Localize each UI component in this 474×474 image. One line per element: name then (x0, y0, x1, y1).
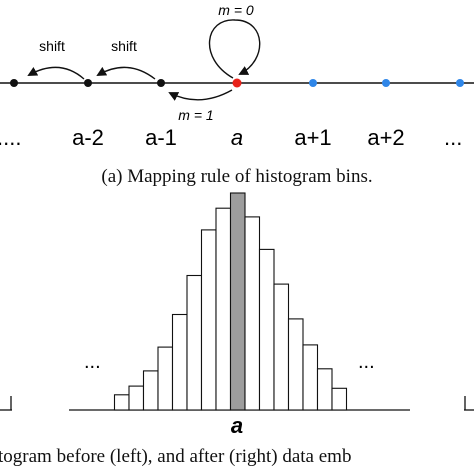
histogram-bar (186, 274, 203, 411)
bin-dot-a-1 (157, 79, 165, 87)
histogram-bar-peak (229, 192, 246, 411)
bin-label-a-1: a-1 (145, 125, 177, 150)
ellipsis-left: .... (0, 125, 21, 150)
bin-dot-a+1 (309, 79, 317, 87)
bin-label-a: a (231, 125, 243, 150)
ellipsis-right: ... (444, 125, 462, 150)
m0-label: m = 0 (218, 2, 254, 18)
histogram-bar (287, 318, 304, 411)
bin-dot-a (232, 78, 242, 88)
histogram-bar (157, 346, 174, 411)
histogram-bar (302, 344, 319, 411)
histogram-bar (200, 229, 217, 411)
bin-dot-a-3 (10, 79, 18, 87)
bin-dot-a+2 (382, 79, 390, 87)
histogram-bars (113, 192, 348, 411)
bin-dot-a-2 (84, 79, 92, 87)
histogram: ... ... a (0, 192, 474, 438)
histogram-bar (316, 368, 333, 411)
histogram-bar (258, 248, 275, 411)
histogram-bar (244, 216, 261, 411)
shift-label-1: shift (39, 38, 65, 54)
hist-ellipsis-right: ... (358, 351, 375, 373)
histogram-bar (113, 394, 130, 411)
shift-arrow-1 (27, 66, 85, 80)
histogram-bar (273, 283, 290, 411)
mapping-diagram: shift shift m = 0 m = 1 .... a-2 a-1 a a… (0, 2, 474, 150)
shift-arrow-2 (96, 66, 156, 80)
caption-b: togram before (left), and after (right) … (0, 446, 352, 467)
caption-a: (a) Mapping rule of histogram bins. (101, 166, 373, 187)
peak-label: a (231, 413, 243, 438)
hist-ellipsis-left: ... (84, 351, 101, 373)
histogram-bar (142, 370, 159, 411)
histogram-bar (215, 207, 232, 411)
m0-loop-arrow (208, 19, 261, 79)
histogram-bar (171, 313, 188, 411)
m1-label: m = 1 (178, 107, 213, 123)
bin-label-a+1: a+1 (294, 125, 331, 150)
bin-label-a-2: a-2 (72, 125, 104, 150)
histogram-bar (331, 387, 348, 411)
bin-label-a+2: a+2 (367, 125, 404, 150)
shift-label-2: shift (111, 38, 137, 54)
m1-arrow (168, 89, 233, 101)
bin-dot-a+3 (456, 79, 464, 87)
histogram-bar (128, 385, 145, 411)
